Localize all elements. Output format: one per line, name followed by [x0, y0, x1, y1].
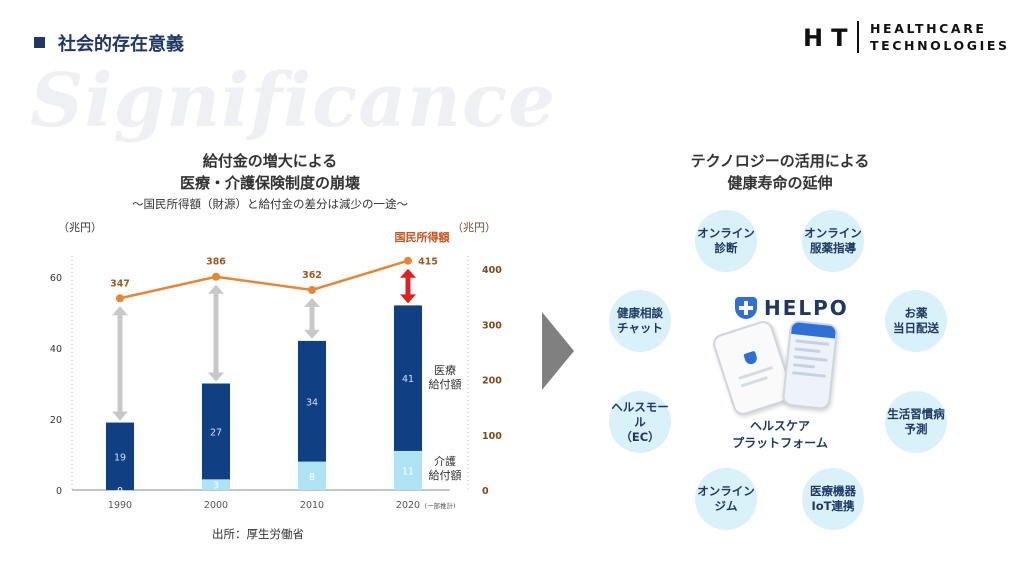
bar-medical-value-label: 27 [210, 427, 222, 438]
logo-divider [857, 21, 859, 53]
bar-care-2000 [202, 479, 230, 490]
logo-text: HEALTHCARE TECHNOLOGIES [870, 20, 1010, 54]
helpo-shield-icon [735, 297, 757, 319]
chart-title-line-2: 医療・介護保険制度の崩壊 [179, 174, 360, 192]
bar-care-2010 [298, 461, 326, 490]
income-series-label: 国民所得額 [395, 230, 450, 244]
phone-header-bar [791, 321, 837, 339]
gap-arrow-shaft-highlight [405, 276, 411, 296]
right-tick-label: 100 [482, 431, 502, 442]
x-tick-label: 2020 [396, 500, 420, 511]
left-axis-unit: （兆円） [58, 221, 102, 234]
bar-care-value-label: 3 [213, 481, 219, 492]
section-marker-icon [34, 37, 45, 48]
bubble-same-day-delivery: お薬 当日配送 [885, 290, 947, 352]
gap-arrowhead-down-highlight [400, 294, 416, 304]
income-point-2020 [404, 256, 412, 265]
gap-arrowhead-up [304, 297, 320, 307]
bubble-health-mall: ヘルスモール （EC） [609, 391, 671, 453]
bar-care-value-label: 11 [402, 466, 414, 477]
bar-care-2020 [394, 450, 422, 490]
medical-series-label-line-1: 医療 [434, 363, 456, 377]
logo-ht: HT [803, 24, 856, 52]
phone-chat-line [792, 363, 815, 369]
bubble-online-diagnosis: オンライン 診断 [695, 210, 757, 272]
bar-medical-value-label: 34 [306, 397, 318, 408]
x-tick-label: 1990 [108, 500, 132, 511]
phone-chat-line [795, 339, 830, 346]
bubble-health-chat: 健康相談 チャット [609, 290, 671, 352]
income-point-2010 [308, 285, 316, 294]
smartphone-image [710, 318, 796, 418]
benefit-income-chart: （兆円） （兆円） 0 20 40 60 0 100 200 300 400 1990 2000 2010… [50, 221, 502, 541]
left-tick-label: 0 [56, 486, 62, 497]
right-axis-unit: （兆円） [452, 221, 496, 234]
bar-medical-2010 [298, 340, 326, 462]
chart-subtitle: 〜国民所得額（財源）と給付金の差分は減少の一途〜 [132, 197, 408, 211]
income-point-2000 [212, 272, 220, 281]
left-tick-label: 60 [50, 273, 62, 284]
helpo-logo-text: HELPO [764, 296, 849, 320]
left-tick-label: 40 [50, 344, 62, 355]
bar-medical-2000 [202, 383, 230, 480]
phone-chat-line [794, 347, 821, 354]
bar-medical-1990 [106, 422, 134, 490]
right-tick-label: 400 [482, 265, 502, 276]
gap-arrowhead-up [208, 284, 224, 294]
income-value-label: 386 [206, 257, 226, 268]
right-tick-label: 0 [482, 486, 489, 497]
right-panel-title: テクノロジーの活用による 健康寿命の延伸 [630, 150, 930, 194]
care-series-label-line-2: 給付額 [429, 468, 462, 482]
right-tick-label: 200 [482, 376, 502, 387]
bar-care-value-label: 0 [117, 486, 123, 497]
phone-chat-line [791, 371, 827, 378]
phone-app-icon [743, 350, 759, 366]
gap-arrowhead-down [112, 411, 128, 421]
gap-arrow-shaft [117, 314, 123, 413]
x-tick-note: (一部推計) [424, 501, 455, 510]
income-value-label: 347 [110, 278, 130, 289]
income-point-1990 [116, 294, 124, 303]
left-tick-label: 20 [50, 415, 62, 426]
income-value-label: 362 [302, 270, 322, 281]
medical-series-label-line-2: 給付額 [429, 377, 462, 391]
chart-title: 給付金の増大による 医療・介護保険制度の崩壊 [120, 150, 420, 194]
income-value-label: 415 [418, 257, 438, 268]
gap-arrowhead-up [112, 306, 128, 316]
bubble-lifestyle-disease-prediction: 生活習慣病 予測 [885, 391, 947, 453]
logo-line-1: HEALTHCARE [870, 21, 987, 36]
income-line [119, 259, 409, 300]
section-title: 社会的存在意義 [58, 34, 184, 55]
helpo-logo: HELPO [735, 296, 849, 320]
right-title-line-2: 健康寿命の延伸 [727, 174, 833, 192]
smartphone-chat-image [781, 319, 839, 411]
gap-arrowhead-down [304, 329, 320, 339]
chart-title-line-1: 給付金の増大による [202, 152, 338, 170]
gap-arrowhead-down [208, 372, 224, 382]
x-tick-label: 2000 [204, 500, 228, 511]
phone-chat-line [793, 355, 828, 362]
bar-medical-2020 [394, 305, 422, 451]
bar-care-value-label: 8 [309, 472, 315, 483]
chart-source: 出所：厚生労働省 [212, 527, 304, 541]
logo-line-2: TECHNOLOGIES [870, 38, 1010, 53]
gap-arrow-shaft [309, 305, 315, 331]
x-tick-label: 2010 [300, 500, 324, 511]
right-tick-label: 300 [482, 320, 502, 331]
watermark-text: Significance [30, 58, 557, 144]
gap-arrowhead-up-highlight [400, 268, 416, 278]
gap-arrow-shaft [213, 292, 219, 374]
bar-medical-value-label: 19 [114, 452, 126, 463]
chevron-right-icon [542, 312, 574, 390]
bubble-online-medication: オンライン 服薬指導 [802, 210, 864, 272]
right-title-line-1: テクノロジーの活用による [690, 152, 870, 170]
bubble-iot-devices: 医療機器 IoT連携 [802, 468, 864, 530]
care-series-label-line-1: 介護 [434, 454, 456, 468]
bubble-online-gym: オンライン ジム [695, 468, 757, 530]
platform-label: ヘルスケア プラットフォーム [732, 419, 828, 450]
bar-medical-value-label: 41 [402, 374, 414, 385]
